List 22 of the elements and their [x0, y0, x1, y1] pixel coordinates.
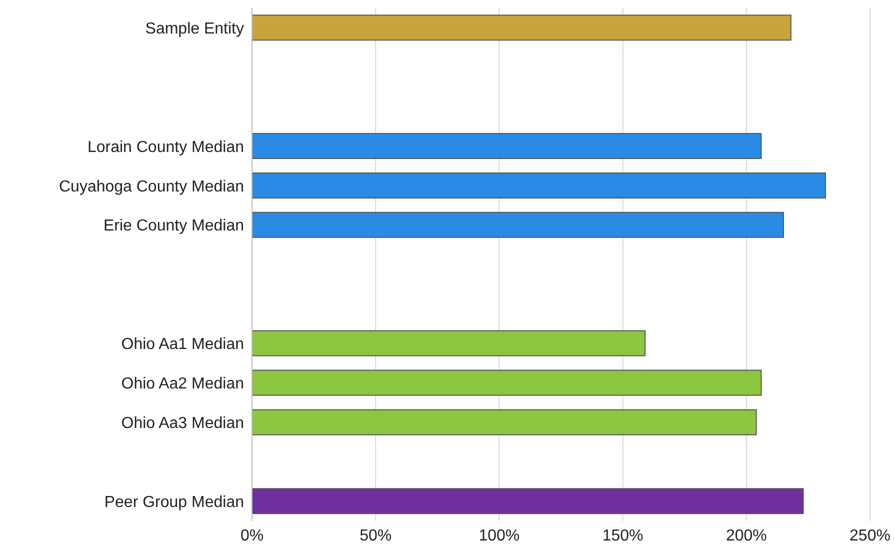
y-tick-label: Sample Entity	[145, 20, 244, 38]
x-tick-label: 250%	[850, 527, 890, 544]
x-tick-label: 50%	[360, 527, 392, 544]
bar	[252, 409, 757, 436]
y-tick-label: Ohio Aa3 Median	[121, 415, 244, 432]
bar	[252, 212, 784, 238]
x-tick-label: 150%	[602, 527, 644, 544]
y-tick-label: Erie County Median	[103, 218, 244, 235]
bar	[252, 330, 646, 356]
x-tick-label: 200%	[726, 527, 767, 544]
y-tick-label: Ohio Aa1 Median	[121, 336, 244, 354]
bar	[252, 14, 792, 41]
bar	[252, 132, 762, 159]
y-tick-label: Cuyahoga County Median	[58, 178, 244, 196]
y-tick-label: Ohio Aa2 Median	[121, 376, 244, 393]
x-tick-label: 0%	[240, 527, 264, 544]
bar	[252, 488, 804, 514]
bar	[252, 172, 826, 198]
y-tick-label: Lorain County Median	[87, 138, 244, 156]
y-tick-label: Peer Group Median	[104, 494, 244, 511]
x-tick-label: 100%	[478, 527, 520, 544]
bar	[252, 370, 762, 396]
